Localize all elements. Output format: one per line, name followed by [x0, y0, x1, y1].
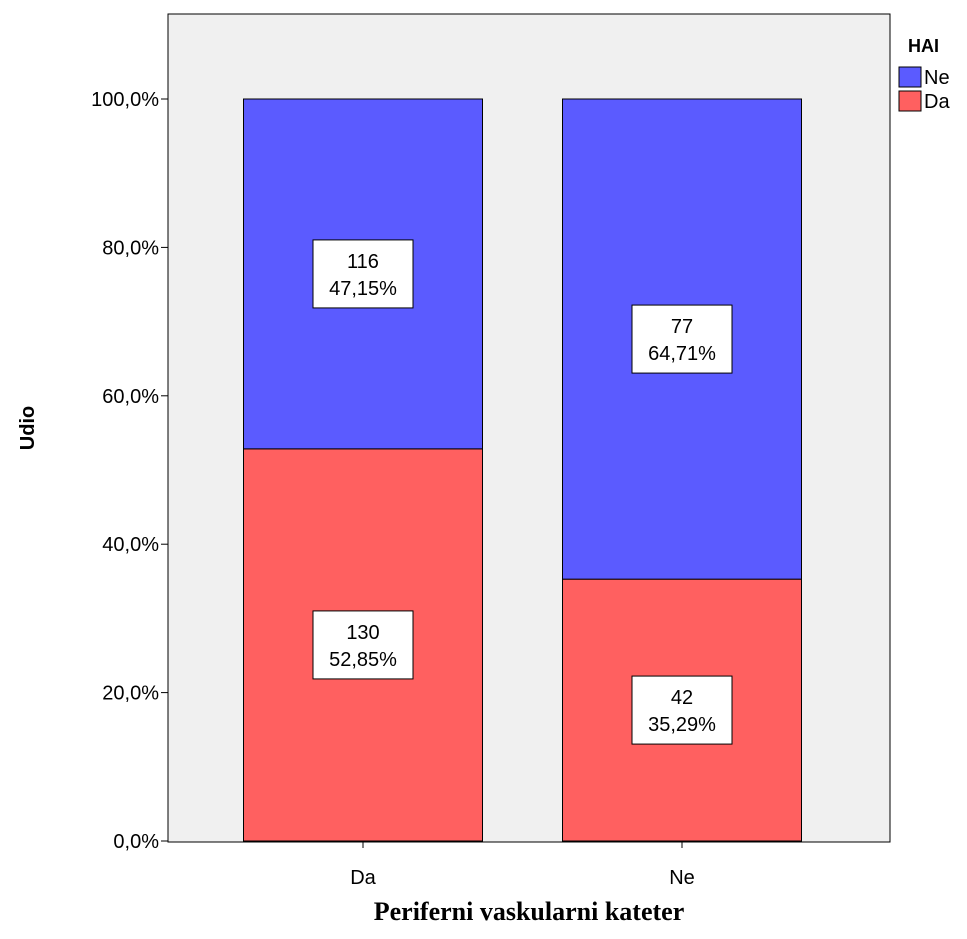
data-label-percent: 35,29%: [648, 714, 716, 736]
y-tick-label: 60,0%: [102, 386, 159, 408]
y-tick-label: 80,0%: [102, 237, 159, 259]
y-tick-label: 40,0%: [102, 534, 159, 556]
legend-swatch-ne: [898, 66, 922, 88]
y-axis: 0,0% 20,0% 40,0% 60,0% 80,0% 100,0%: [91, 89, 168, 853]
legend-title: HAI: [908, 36, 939, 56]
data-label-percent: 64,71%: [648, 343, 716, 365]
legend-swatch-da: [898, 90, 922, 112]
data-label-count: 77: [671, 316, 693, 338]
legend-label-ne: Ne: [924, 67, 950, 89]
data-label-count: 130: [346, 622, 379, 644]
data-label-count: 42: [671, 687, 693, 709]
data-label-box: [312, 239, 414, 309]
data-labels: 130 52,85% 116 47,15% 42 35,29% 77 64,71%: [312, 239, 733, 745]
x-axis-title: Periferni vaskularni kateter: [374, 897, 685, 926]
y-tick-label: 20,0%: [102, 683, 159, 705]
x-tick-label: Da: [350, 867, 376, 889]
x-axis: Da Ne: [350, 841, 695, 889]
data-label-box: [631, 304, 733, 374]
y-tick-label: 0,0%: [113, 831, 159, 853]
data-label-percent: 47,15%: [329, 278, 397, 300]
data-label-count: 116: [347, 251, 379, 273]
y-axis-title: Udio: [17, 406, 39, 450]
x-tick-label: Ne: [669, 867, 695, 889]
data-label-box: [312, 610, 414, 680]
y-tick-label: 100,0%: [91, 89, 159, 111]
legend-label-da: Da: [924, 91, 950, 113]
data-label-box: [631, 675, 733, 745]
data-label-percent: 52,85%: [329, 649, 397, 671]
